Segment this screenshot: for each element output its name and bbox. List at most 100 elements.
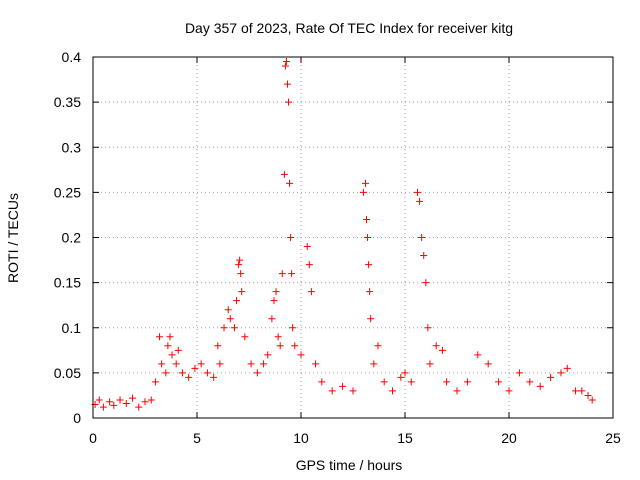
data-point: [286, 179, 294, 187]
x-tick-label: 15: [397, 430, 413, 446]
y-tick-label: 0.25: [54, 184, 81, 200]
data-point: [260, 360, 268, 368]
data-point: [426, 360, 434, 368]
data-point: [156, 333, 164, 341]
data-point: [214, 342, 222, 350]
data-point: [364, 234, 372, 241]
data-point: [116, 396, 124, 404]
data-point: [99, 403, 107, 411]
data-point: [129, 394, 137, 402]
data-point: [276, 342, 284, 350]
data-point: [588, 396, 596, 404]
data-point: [563, 364, 571, 372]
x-tick-label: 5: [193, 430, 201, 446]
data-point: [268, 315, 276, 323]
data-point: [363, 215, 371, 223]
data-point: [359, 188, 367, 196]
data-point: [141, 398, 149, 406]
data-point: [312, 360, 320, 368]
data-point: [233, 297, 241, 305]
axis-ticks: 0 5 10 15 20 25 0 0.05 0.1 0.15 0.2 0.25 0.3 0.35 0.4: [54, 49, 621, 446]
data-point: [191, 364, 199, 372]
data-point: [174, 346, 182, 354]
data-point: [318, 378, 326, 386]
data-point: [453, 387, 461, 395]
data-point: [305, 261, 313, 269]
data-point: [281, 62, 289, 70]
data-point: [253, 369, 261, 377]
data-point: [416, 197, 424, 205]
data-point: [370, 360, 378, 368]
data-point: [328, 387, 336, 395]
data-point: [463, 378, 471, 386]
data-point: [158, 360, 166, 368]
data-point: [407, 378, 415, 386]
data-point: [366, 288, 374, 296]
data-point: [536, 382, 544, 390]
data-point: [185, 373, 193, 381]
data-point: [162, 369, 170, 377]
data-point: [274, 333, 282, 341]
data-point: [484, 360, 492, 368]
data-point: [280, 170, 288, 178]
data-point: [236, 256, 244, 264]
data-point: [557, 369, 565, 377]
data-point: [166, 333, 174, 341]
data-point: [283, 80, 291, 88]
data-point: [291, 342, 299, 350]
y-tick-label: 0: [73, 410, 81, 426]
x-tick-label: 25: [605, 430, 621, 446]
data-point: [572, 387, 580, 395]
data-point: [418, 234, 426, 241]
y-tick-label: 0.4: [62, 49, 82, 65]
grid-lines: [93, 57, 613, 418]
data-point: [374, 342, 382, 350]
data-point: [339, 382, 347, 390]
data-point: [272, 288, 280, 296]
data-point: [110, 401, 118, 409]
data-point: [367, 315, 375, 323]
data-point: [424, 324, 432, 332]
y-tick-label: 0.1: [62, 320, 82, 336]
data-point: [270, 297, 278, 305]
data-point: [515, 369, 523, 377]
data-point: [420, 252, 428, 260]
data-point: [237, 270, 245, 278]
data-point: [288, 270, 296, 278]
data-point: [413, 188, 421, 196]
data-point: [238, 288, 246, 296]
data-point: [197, 360, 205, 368]
y-tick-label: 0.3: [62, 139, 82, 155]
data-point: [578, 387, 586, 395]
data-point: [106, 398, 114, 406]
data-point: [216, 360, 224, 368]
data-point: [164, 342, 172, 350]
data-point: [285, 98, 293, 106]
data-point: [135, 403, 143, 411]
data-point: [474, 351, 482, 359]
x-tick-label: 0: [89, 430, 97, 446]
data-point: [349, 387, 357, 395]
y-tick-label: 0.05: [54, 365, 81, 381]
data-point: [495, 378, 503, 386]
chart-title: Day 357 of 2023, Rate Of TEC Index for r…: [185, 20, 513, 36]
data-point: [361, 179, 369, 187]
data-point: [505, 387, 513, 395]
data-point: [241, 333, 249, 341]
data-point: [168, 351, 176, 359]
data-point: [389, 387, 397, 395]
data-point: [95, 396, 103, 404]
data-point: [172, 360, 180, 368]
data-point: [307, 288, 315, 296]
data-point: [230, 324, 238, 332]
data-point: [289, 324, 297, 332]
data-point: [303, 243, 311, 251]
data-point: [380, 378, 388, 386]
data-point: [297, 351, 305, 359]
data-point: [247, 360, 255, 368]
x-tick-label: 20: [501, 430, 517, 446]
data-point: [365, 261, 373, 269]
y-axis-label: ROTI / TECUs: [5, 193, 21, 283]
